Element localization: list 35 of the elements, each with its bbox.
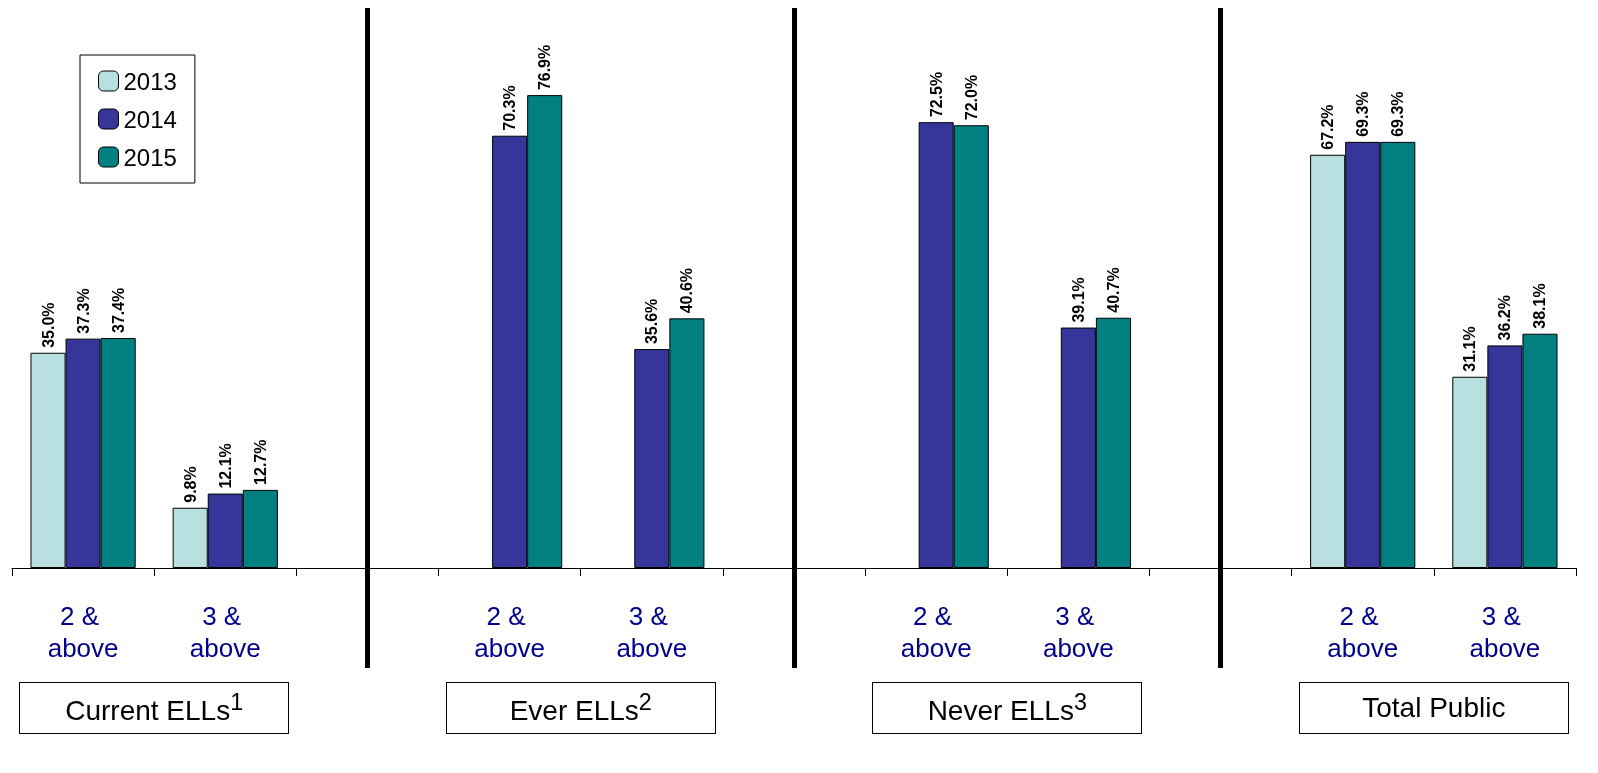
data-label: 40.6% (678, 267, 696, 314)
x-tick-label: 3 & above (616, 601, 688, 663)
x-tick-label: 3 & above (1042, 601, 1114, 663)
legend-label: 2015 (123, 143, 177, 171)
data-label: 37.4% (109, 287, 127, 334)
data-label: 69.3% (1354, 91, 1372, 137)
data-label: 35.6% (643, 298, 661, 345)
data-label: 37.3% (74, 288, 92, 334)
text: Never ELLs$^{3}$ (927, 688, 1087, 728)
text: Ever ELLs$^{2}$ (509, 688, 652, 728)
x-tick-label: 3 & above (189, 601, 261, 663)
x-tick-label: 2 & above (47, 601, 119, 663)
text: Total Public (1362, 692, 1506, 724)
data-label: 35.0% (39, 302, 57, 348)
data-label: 36.2% (1496, 295, 1514, 341)
x-tick-label: 2 & above (474, 601, 546, 663)
x-tick-label: 3 & above (1469, 601, 1541, 663)
data-label: 72.5% (927, 71, 945, 118)
data-label: 67.2% (1319, 104, 1337, 150)
text: Current ELLs$^{1}$ (65, 688, 244, 728)
data-label: 31.1% (1461, 326, 1479, 372)
data-label: 39.1% (1069, 277, 1087, 323)
data-label: 76.9% (536, 44, 554, 91)
data-label: 9.8% (181, 466, 199, 503)
data-label: 12.1% (216, 443, 234, 489)
data-label: 38.1% (1531, 283, 1549, 329)
data-label: 12.7% (251, 439, 269, 485)
legend-label: 2013 (123, 67, 177, 95)
data-label: 70.3% (501, 85, 519, 131)
x-tick-label: 2 & above (1327, 601, 1399, 663)
legend-label: 2014 (123, 105, 177, 133)
data-label: 40.7% (1104, 267, 1122, 313)
x-tick-label: 2 & above (900, 601, 972, 663)
data-label: 69.3% (1389, 91, 1407, 137)
data-label: 72.0% (962, 74, 980, 121)
